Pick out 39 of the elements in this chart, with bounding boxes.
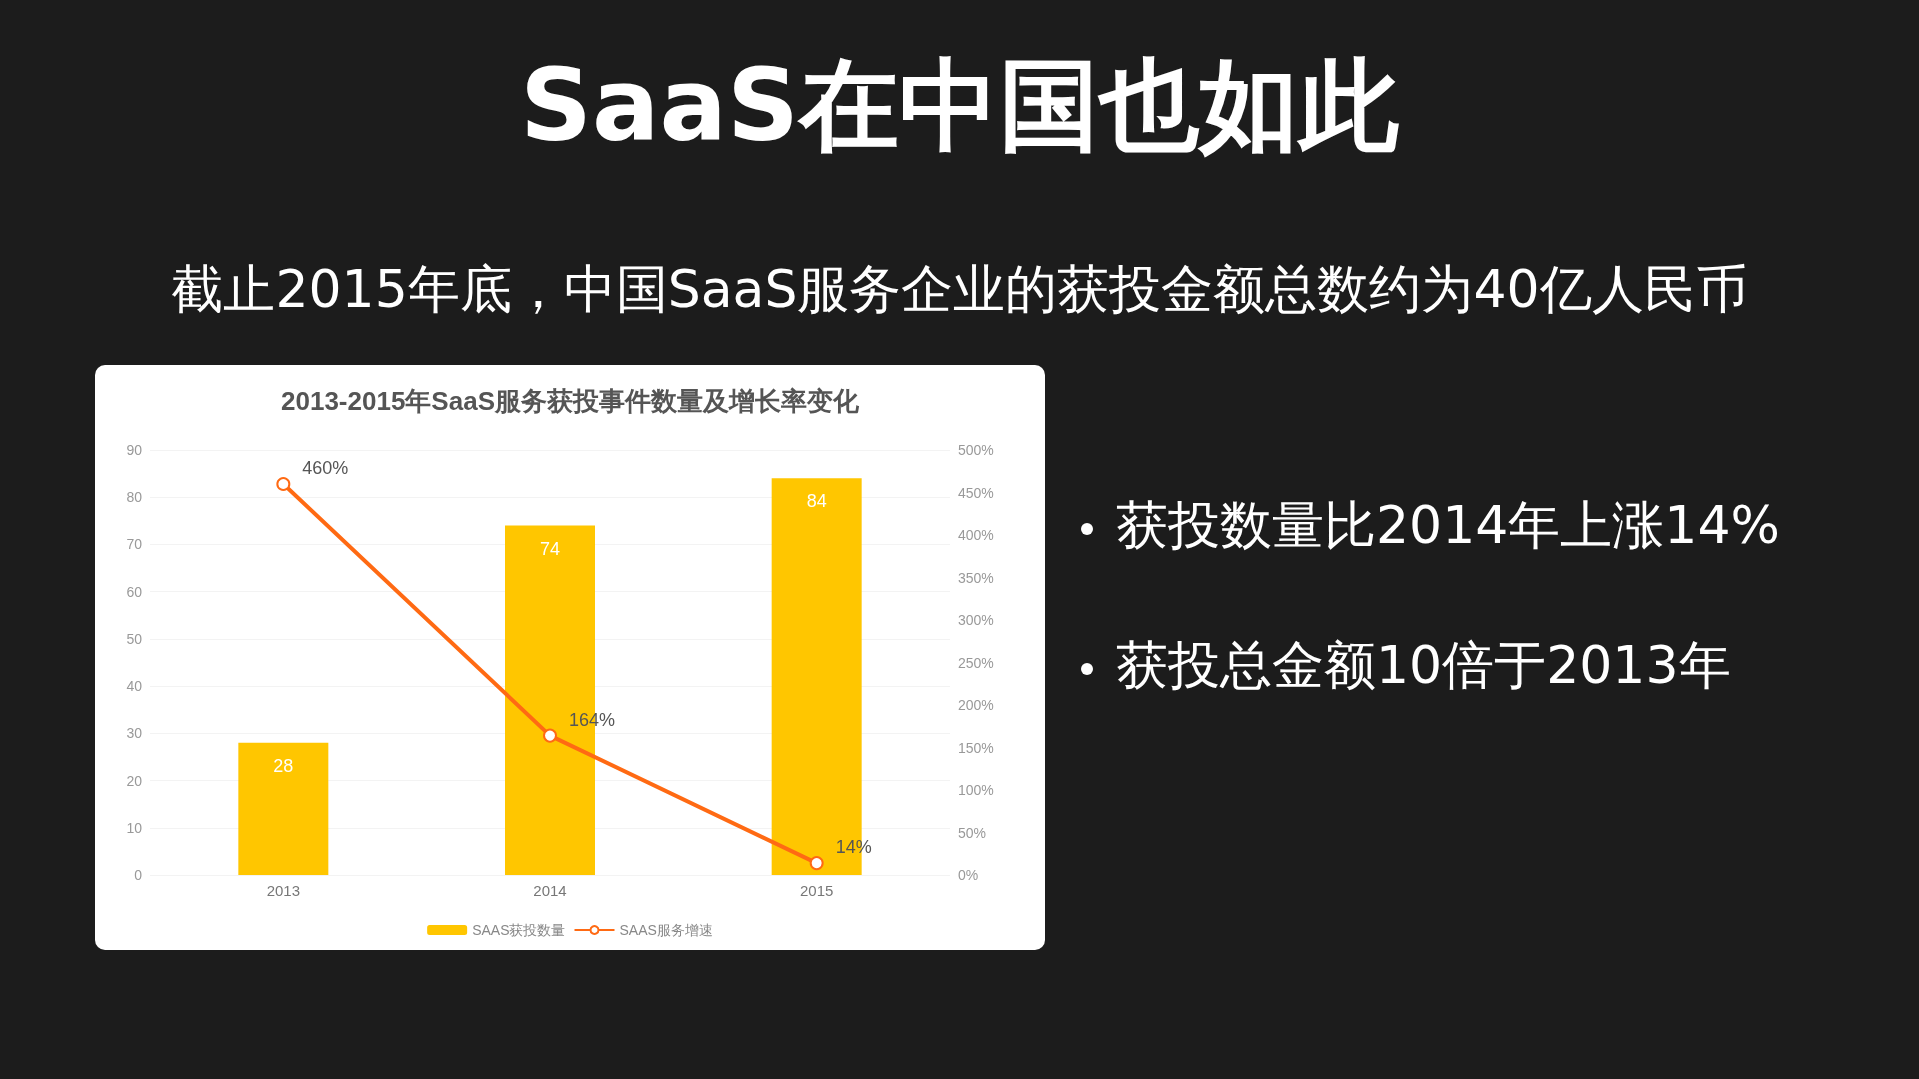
y2-tick-label: 200% bbox=[958, 697, 994, 713]
y2-tick-label: 150% bbox=[958, 739, 994, 756]
y-tick-label: 20 bbox=[126, 772, 143, 789]
data-label: 460% bbox=[302, 458, 349, 478]
y2-tick-label: 100% bbox=[958, 782, 994, 798]
y2-tick-label: 400% bbox=[958, 527, 994, 543]
y2-tick-label: 300% bbox=[958, 612, 994, 628]
legend-label: SAAS服务增速 bbox=[619, 922, 713, 938]
chart-title: SaaS在中国也如此 bbox=[519, 46, 1400, 166]
data-label: 84 bbox=[806, 491, 827, 512]
y2-tick-label: 250% bbox=[958, 654, 994, 671]
y-tick-label: 90 bbox=[126, 442, 143, 458]
point bbox=[543, 728, 557, 743]
text: 获投总金额10倍于2013年 bbox=[1115, 634, 1732, 697]
bar bbox=[238, 742, 329, 875]
y2-tick-label: 50% bbox=[958, 824, 987, 841]
y-tick-label: 60 bbox=[126, 583, 143, 600]
y2-tick-label: 350% bbox=[958, 569, 994, 586]
y2-tick-label: 500% bbox=[958, 442, 994, 458]
y-tick-label: 40 bbox=[126, 678, 143, 695]
y-tick-label: 10 bbox=[126, 819, 143, 836]
text: 获投数量比2014年上涨14% bbox=[1115, 494, 1781, 557]
y2-tick-label: 0% bbox=[958, 867, 979, 883]
y-tick-label: 50 bbox=[126, 630, 143, 647]
x-tick-label: 2015 bbox=[799, 882, 834, 899]
y-tick-label: 70 bbox=[126, 536, 143, 553]
y-tick-label: 80 bbox=[126, 489, 143, 506]
y-tick-label: 30 bbox=[126, 725, 143, 742]
text: 2013-2015年SaaS服务获投事件数量及增长率变化 bbox=[281, 386, 860, 416]
data-label: 28 bbox=[273, 755, 294, 776]
y-tick-label: 0 bbox=[134, 867, 143, 883]
point bbox=[809, 856, 824, 871]
chart-subtitle: 截止2015年底，中国SaaS服务企业的获投金额总数约为40亿人民币 bbox=[170, 258, 1749, 321]
x-tick-label: 2014 bbox=[533, 882, 567, 899]
data-label: 74 bbox=[539, 538, 561, 559]
y2-tick-label: 450% bbox=[958, 484, 994, 501]
point bbox=[276, 477, 291, 491]
x-tick-label: 2013 bbox=[266, 882, 301, 899]
legend-label: SAAS获投数量 bbox=[472, 922, 566, 938]
